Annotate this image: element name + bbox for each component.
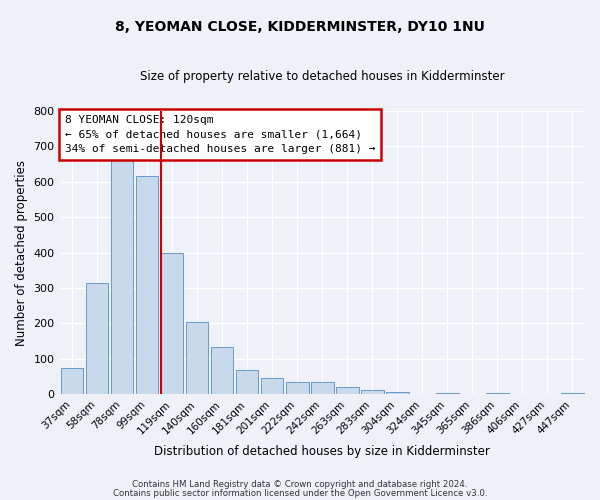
Bar [561, 392, 584, 394]
Bar [236, 370, 259, 394]
Bar [311, 382, 334, 394]
Text: Contains HM Land Registry data © Crown copyright and database right 2024.: Contains HM Land Registry data © Crown c… [132, 480, 468, 489]
Bar [61, 368, 83, 394]
Bar [111, 160, 133, 394]
Text: Contains public sector information licensed under the Open Government Licence v3: Contains public sector information licen… [113, 488, 487, 498]
Bar [336, 388, 359, 394]
Y-axis label: Number of detached properties: Number of detached properties [15, 160, 28, 346]
Title: Size of property relative to detached houses in Kidderminster: Size of property relative to detached ho… [140, 70, 505, 83]
Text: 8, YEOMAN CLOSE, KIDDERMINSTER, DY10 1NU: 8, YEOMAN CLOSE, KIDDERMINSTER, DY10 1NU [115, 20, 485, 34]
Bar [286, 382, 308, 394]
Bar [136, 176, 158, 394]
Bar [161, 252, 184, 394]
Bar [186, 322, 208, 394]
Text: 8 YEOMAN CLOSE: 120sqm
← 65% of detached houses are smaller (1,664)
34% of semi-: 8 YEOMAN CLOSE: 120sqm ← 65% of detached… [65, 115, 375, 154]
X-axis label: Distribution of detached houses by size in Kidderminster: Distribution of detached houses by size … [154, 444, 490, 458]
Bar [361, 390, 383, 394]
Bar [261, 378, 283, 394]
Bar [436, 392, 458, 394]
Bar [86, 282, 109, 395]
Bar [486, 392, 509, 394]
Bar [211, 346, 233, 395]
Bar [386, 392, 409, 394]
